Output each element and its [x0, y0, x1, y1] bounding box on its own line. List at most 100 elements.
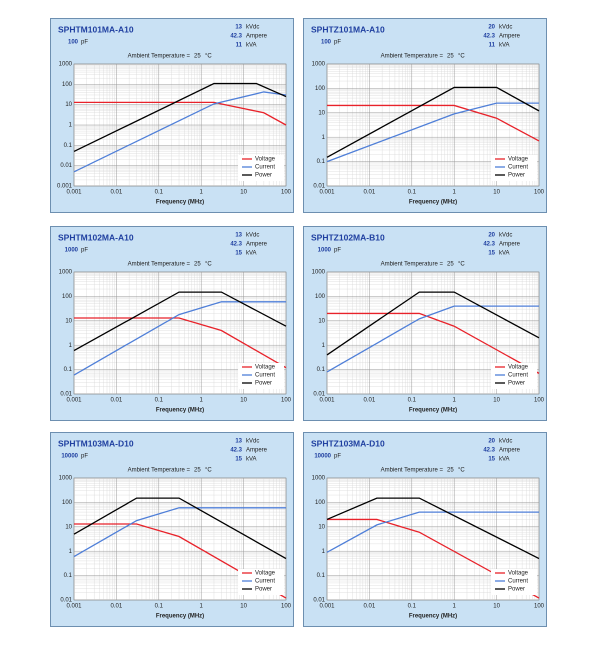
ambient-value: 25	[194, 54, 201, 60]
y-tick-label: 100	[62, 82, 73, 88]
y-tick-label: 100	[62, 294, 73, 300]
y-tick-label: 1	[322, 343, 326, 349]
legend-label: Current	[255, 579, 275, 585]
rating-value: 42.3	[230, 34, 242, 40]
x-tick-label: 1	[453, 398, 457, 404]
capacitance-value: 1000	[318, 248, 332, 254]
y-tick-label: 0.01	[60, 392, 72, 398]
x-tick-label: 0.01	[364, 604, 376, 610]
y-tick-label: 1	[322, 549, 326, 555]
legend-label: Current	[508, 165, 528, 171]
series-line	[73, 497, 287, 560]
series-line	[326, 305, 539, 373]
legend-label: Voltage	[255, 365, 276, 371]
legend-label: Voltage	[508, 157, 529, 163]
rating-value: 20	[488, 233, 495, 239]
y-tick-label: 0.1	[317, 159, 326, 165]
ambient-value: 25	[447, 54, 454, 60]
chart-panel: SPHTZ103MA-D10 10000 pF 20 kVdc 42.3 Ampere 15 k…	[303, 432, 547, 627]
rating-unit: Ampere	[246, 34, 268, 40]
x-tick-label: 0.001	[66, 604, 82, 610]
y-tick-label: 1000	[312, 62, 326, 68]
x-tick-label: 10	[493, 190, 500, 196]
y-tick-label: 1000	[59, 476, 73, 482]
y-tick-label: 0.1	[317, 367, 326, 373]
capacitance-unit: pF	[81, 454, 88, 460]
x-tick-label: 0.1	[155, 398, 164, 404]
ambient-value: 25	[447, 468, 454, 474]
series-line	[74, 523, 287, 599]
legend-label: Current	[508, 579, 528, 585]
chart-title: SPHTM102MA-A10	[58, 232, 134, 242]
rating-value: 15	[488, 251, 495, 257]
series-line	[73, 507, 286, 558]
y-tick-label: 100	[62, 500, 73, 506]
x-tick-label: 0.01	[111, 190, 123, 196]
y-tick-label: 0.1	[64, 367, 73, 373]
x-tick-label: 0.1	[408, 604, 417, 610]
series-line	[326, 102, 539, 163]
x-tick-label: 0.001	[319, 190, 335, 196]
chart-title: SPHTZ103MA-D10	[311, 438, 385, 448]
rating-value: 13	[235, 25, 242, 31]
legend-label: Power	[508, 173, 525, 179]
ambient-label: Ambient Temperature =	[128, 54, 191, 60]
rating-value: 20	[488, 25, 495, 31]
y-tick-label: 0.01	[313, 392, 325, 398]
rating-value: 13	[235, 439, 242, 445]
y-tick-label: 10	[318, 524, 325, 530]
y-tick-label: 10	[65, 102, 72, 108]
ambient-unit: °C	[205, 54, 212, 60]
legend-label: Current	[255, 165, 275, 171]
ambient-unit: °C	[458, 468, 465, 474]
y-tick-label: 0.1	[317, 573, 326, 579]
ambient-unit: °C	[458, 54, 465, 60]
rating-unit: Ampere	[499, 448, 521, 454]
x-tick-label: 0.1	[408, 190, 417, 196]
y-tick-label: 0.01	[60, 163, 72, 169]
x-axis-label: Frequency (MHz)	[156, 408, 204, 414]
x-tick-label: 100	[281, 604, 292, 610]
x-tick-label: 10	[240, 604, 247, 610]
capacitance-unit: pF	[334, 454, 341, 460]
rating-unit: kVdc	[246, 25, 259, 31]
x-tick-label: 0.1	[408, 398, 417, 404]
legend-label: Current	[508, 373, 528, 379]
legend-label: Voltage	[508, 571, 529, 577]
legend-label: Power	[508, 381, 525, 387]
x-tick-label: 100	[534, 190, 545, 196]
x-tick-label: 0.001	[319, 398, 335, 404]
x-tick-label: 10	[240, 398, 247, 404]
series-line	[326, 86, 540, 158]
y-tick-label: 10	[318, 110, 325, 116]
rating-unit: kVA	[499, 43, 510, 49]
y-tick-label: 100	[315, 86, 326, 92]
y-tick-label: 0.001	[57, 184, 73, 190]
y-tick-label: 0.1	[64, 573, 73, 579]
rating-value: 20	[488, 439, 495, 445]
x-axis-label: Frequency (MHz)	[409, 408, 457, 414]
series-line	[73, 291, 287, 352]
legend-label: Power	[508, 587, 525, 593]
ambient-label: Ambient Temperature =	[128, 468, 191, 474]
x-tick-label: 1	[453, 604, 457, 610]
legend-label: Voltage	[508, 365, 529, 371]
y-tick-label: 1	[69, 343, 73, 349]
legend-label: Power	[255, 587, 272, 593]
rating-value: 42.3	[230, 242, 242, 248]
rating-unit: kVA	[246, 457, 257, 463]
rating-unit: kVdc	[499, 233, 512, 239]
ambient-value: 25	[447, 262, 454, 268]
x-tick-label: 100	[281, 398, 292, 404]
capacitance-value: 1000	[65, 248, 79, 254]
ambient-label: Ambient Temperature =	[128, 262, 191, 268]
x-tick-label: 100	[281, 190, 292, 196]
y-tick-label: 1	[69, 549, 73, 555]
x-tick-label: 0.001	[66, 398, 82, 404]
ambient-unit: °C	[205, 262, 212, 268]
y-tick-label: 0.01	[60, 598, 72, 604]
ambient-value: 25	[194, 262, 201, 268]
